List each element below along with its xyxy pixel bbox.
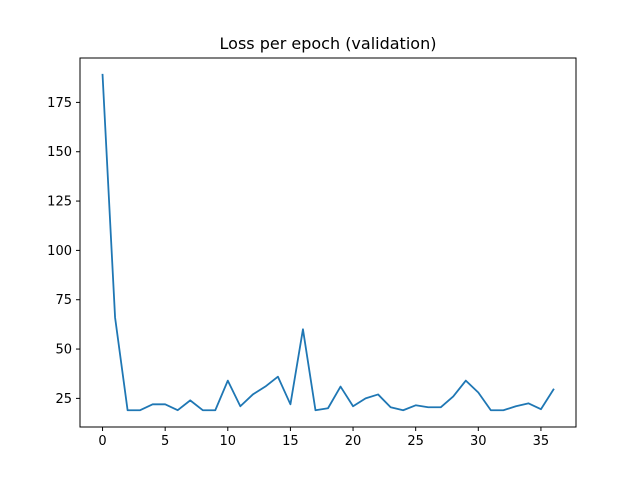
series-layer: [101, 73, 555, 412]
x-tick-label: 15: [282, 434, 299, 449]
y-tick-label: 50: [55, 343, 72, 358]
x-tick-label: 30: [470, 434, 487, 449]
ticks-layer: 0 5 10 15 20 25 30 35 25 50 75 100 125 150 175: [47, 96, 549, 449]
y-tick-label: 75: [55, 293, 72, 308]
y-tick-label: 150: [47, 145, 72, 160]
y-tick-label: 100: [47, 244, 72, 259]
x-tick-label: 10: [220, 434, 237, 449]
x-tick-label: 0: [98, 434, 106, 449]
chart-title: Loss per epoch (validation): [220, 34, 437, 53]
x-tick-label: 35: [533, 434, 550, 449]
plot-area: [80, 58, 576, 427]
x-tick-label: 5: [161, 434, 169, 449]
y-tick-label: 25: [55, 392, 72, 407]
plot-frame: [79, 57, 577, 428]
y-tick-label: 125: [47, 195, 72, 210]
y-tick-label: 175: [47, 96, 72, 111]
x-tick-label: 25: [407, 434, 424, 449]
x-tick-label: 20: [345, 434, 362, 449]
series-line: [101, 73, 555, 412]
